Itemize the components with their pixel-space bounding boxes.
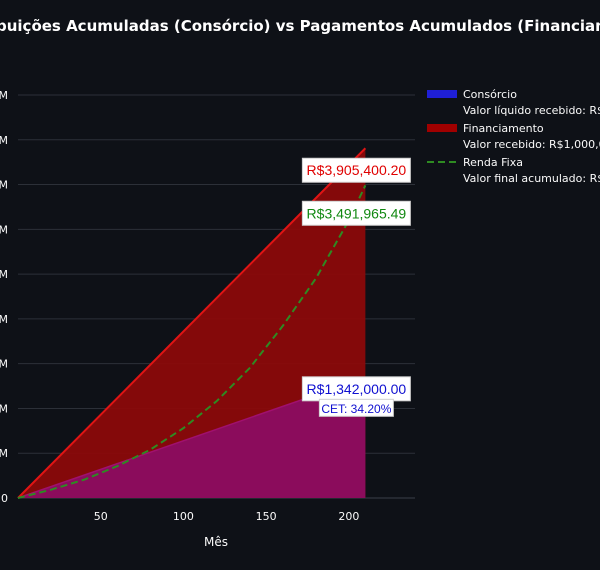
annotation-renda-fixa-box (301, 200, 411, 226)
legend-swatch (427, 124, 457, 132)
y-tick-label: M (0, 313, 8, 326)
legend-label: Consórcio (463, 88, 517, 101)
legend-label: Renda Fixa (463, 156, 523, 169)
y-tick-label: M (0, 268, 8, 281)
annotation-financiamento-text: R$3,905,400.20 (307, 162, 407, 178)
annotation-renda-fixa-text: R$3,491,965.49 (307, 205, 407, 221)
annotation-consorcio-text: R$1,342,000.00 (307, 381, 407, 397)
legend[interactable]: Consórcio Valor líquido recebido: R$1, Fin… (427, 88, 600, 185)
y-tick-label: M (0, 223, 8, 236)
y-tick-label: M (0, 447, 8, 460)
y-tick-label: M (0, 134, 8, 147)
legend-detail: Valor recebido: R$1,000,000 (463, 138, 600, 151)
annotation-cet-box (318, 398, 394, 417)
x-tick-label: 200 (338, 510, 359, 523)
annotation-cet: CET: 34.20% (318, 398, 394, 417)
legend-label: Financiamento (463, 122, 544, 135)
x-tick-label: 150 (256, 510, 277, 523)
annotation-financiamento: R$3,905,400.20 (301, 157, 411, 183)
y-ticks: 0 M M M M M M M M M (0, 89, 8, 505)
legend-detail: Valor líquido recebido: R$1, (463, 104, 600, 117)
x-axis-label: Mês (204, 535, 228, 549)
y-tick-label: M (0, 402, 8, 415)
x-tick-label: 100 (173, 510, 194, 523)
annotation-financiamento-box (301, 157, 411, 183)
plot-areas (17, 147, 367, 499)
annotation-consorcio: R$1,342,000.00 (301, 376, 411, 402)
annotation-cet-text: CET: 34.20% (321, 402, 391, 416)
chart-title: buições Acumuladas (Consórcio) vs Pagame… (0, 17, 600, 35)
y-tick-label: 0 (1, 492, 8, 505)
y-tick-label: M (0, 89, 8, 102)
y-tick-label: M (0, 179, 8, 192)
annotations: R$3,905,400.20 R$3,491,965.49 R$1,342,000.… (301, 157, 411, 417)
legend-item[interactable]: Renda Fixa Valor final acumulado: R$3, (427, 156, 600, 185)
y-tick-label: M (0, 358, 8, 371)
legend-swatch (427, 90, 457, 98)
legend-item[interactable]: Consórcio Valor líquido recebido: R$1, (427, 88, 600, 117)
annotation-renda-fixa: R$3,491,965.49 (301, 200, 411, 226)
legend-detail: Valor final acumulado: R$3, (463, 172, 600, 185)
renda-fixa-line (17, 184, 367, 499)
legend-item[interactable]: Financiamento Valor recebido: R$1,000,000 (427, 122, 600, 151)
x-tick-label: 50 (94, 510, 108, 523)
x-ticks: 50 100 150 200 (94, 510, 360, 523)
